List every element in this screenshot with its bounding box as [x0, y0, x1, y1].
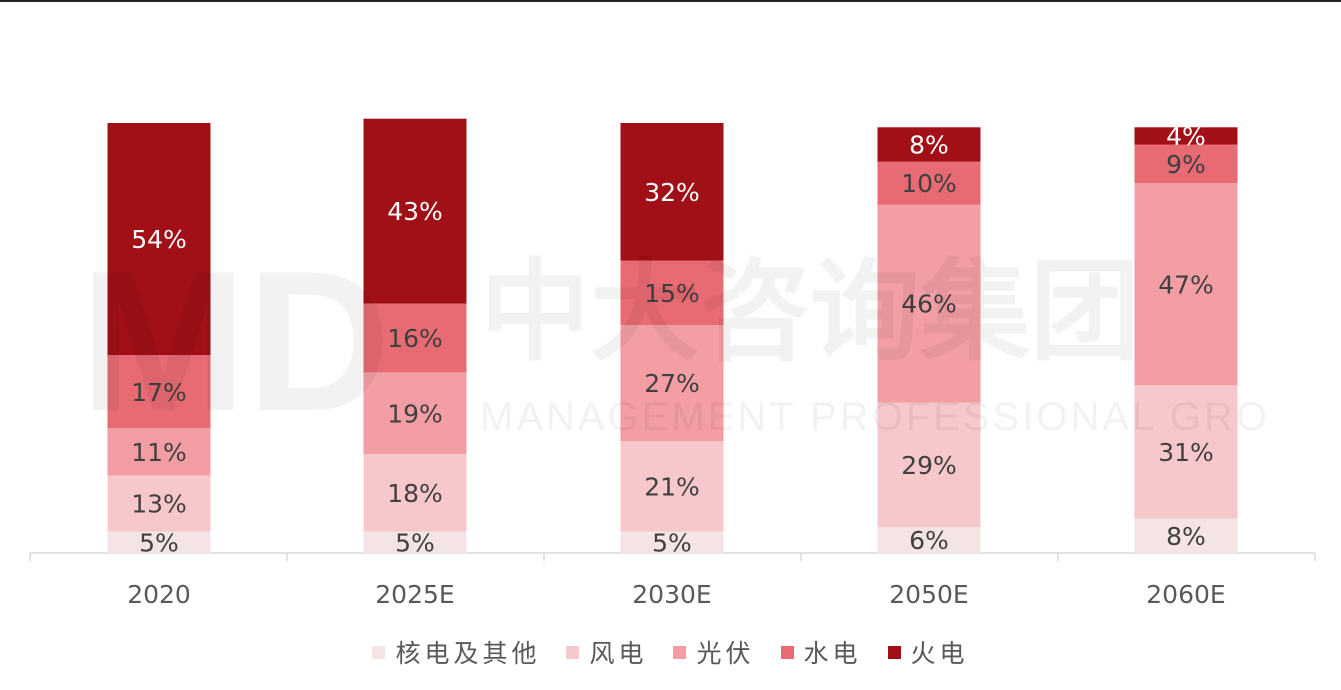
data-label: 5%	[652, 528, 692, 557]
legend-label: 火电	[910, 639, 969, 668]
bar-segment	[620, 260, 724, 326]
bar-segment	[107, 355, 211, 429]
bar-segment	[1134, 144, 1238, 184]
data-label: 8%	[909, 131, 949, 160]
legend-swatch	[372, 645, 386, 659]
bar-group-2050e: 6% 29% 46% 10% 8%	[877, 127, 981, 555]
bar-group-2030e: 5% 21% 27% 15% 32%	[620, 123, 724, 557]
data-label: 5%	[139, 528, 179, 557]
data-label: 18%	[387, 479, 443, 508]
bar-segment	[363, 303, 467, 373]
bar-segment	[620, 123, 724, 261]
bar-segment	[1134, 127, 1238, 145]
legend-item: 风电	[566, 634, 647, 670]
data-label: 8%	[1166, 522, 1206, 551]
data-label: 31%	[1158, 438, 1214, 467]
data-label: 5%	[395, 528, 435, 557]
data-label: 6%	[909, 526, 949, 555]
data-label: 16%	[387, 324, 443, 353]
data-label: 21%	[644, 472, 700, 501]
bar-group-2020: 5% 13% 11% 17% 54%	[107, 123, 211, 557]
legend-item: 火电	[887, 634, 969, 670]
data-label: 13%	[131, 490, 187, 519]
top-border-line	[0, 0, 1341, 2]
bar-segment	[107, 123, 211, 356]
x-tick-label: 2030E	[632, 580, 711, 609]
bar-segment	[363, 372, 467, 455]
legend-item: 水电	[780, 634, 862, 670]
legend-swatch	[780, 645, 794, 659]
data-label: 29%	[901, 451, 957, 480]
legend-item: 光伏	[673, 634, 754, 670]
legend-label: 风电	[589, 639, 648, 668]
bar-group-2060e: 8% 31% 47% 9%4%	[1134, 122, 1238, 553]
data-label: 9%	[1166, 150, 1206, 179]
data-label: 54%	[131, 225, 187, 254]
bar-segment	[1134, 183, 1238, 386]
legend-item: 核电及其他	[372, 634, 540, 670]
chart-legend: 核电及其他 风电 光伏 水电 火电	[0, 632, 1341, 672]
legend-label: 水电	[803, 639, 862, 668]
x-tick-label: 2025E	[375, 580, 454, 609]
legend-label: 核电及其他	[395, 639, 541, 668]
data-label: 46%	[901, 290, 957, 319]
bar-segment	[363, 454, 467, 532]
data-label: 43%	[387, 197, 443, 226]
data-label: 10%	[901, 169, 957, 198]
legend-swatch	[887, 645, 901, 659]
data-label: 27%	[644, 369, 700, 398]
x-tick-label: 2050E	[889, 580, 968, 609]
bar-segment	[877, 161, 981, 205]
bar-segment	[107, 475, 211, 532]
data-label: 17%	[131, 378, 187, 407]
legend-swatch	[566, 645, 580, 659]
bar-segment	[107, 428, 211, 476]
data-label: 4%	[1166, 122, 1206, 151]
bar-segment	[620, 325, 724, 442]
data-label: 15%	[644, 279, 700, 308]
bar-segment	[877, 204, 981, 403]
bar-segment	[877, 527, 981, 553]
legend-swatch	[673, 645, 687, 659]
stacked-bar-chart: 5% 13% 11% 17% 54% 2020 5% 18% 19% 16% 43% 2025E 5% 2…	[29, 118, 1316, 609]
bar-segment	[363, 118, 467, 304]
bar-group-2025e: 5% 18% 19% 16% 43%	[363, 118, 467, 557]
x-tick-label: 2060E	[1146, 580, 1225, 609]
data-label: 32%	[644, 178, 700, 207]
bar-segment	[877, 402, 981, 528]
data-label: 47%	[1158, 270, 1214, 299]
bar-segment	[363, 531, 467, 553]
data-label: 19%	[387, 399, 443, 428]
data-label: 11%	[131, 438, 187, 467]
bar-segment	[620, 531, 724, 553]
bar-segment	[1134, 385, 1238, 519]
bar-segment	[107, 531, 211, 553]
legend-label: 光伏	[696, 639, 755, 668]
bar-segment	[1134, 518, 1238, 553]
x-tick-label: 2020	[127, 580, 191, 609]
bar-segment	[877, 127, 981, 162]
bar-segment	[620, 441, 724, 532]
